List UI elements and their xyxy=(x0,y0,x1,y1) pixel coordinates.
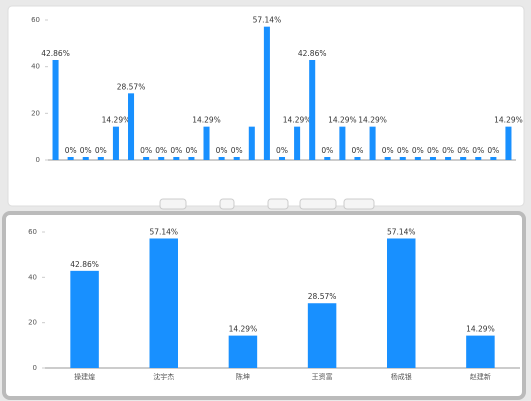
bar xyxy=(384,157,391,160)
value-label: 0% xyxy=(80,146,92,155)
bar xyxy=(52,59,59,160)
value-label: 0% xyxy=(140,146,152,155)
bar xyxy=(82,157,89,160)
bar xyxy=(203,126,210,160)
button[interactable] xyxy=(159,198,187,210)
bar xyxy=(128,93,135,160)
y-tick-label: 0 xyxy=(36,156,40,164)
value-label: 0% xyxy=(155,146,167,155)
bar xyxy=(112,126,119,160)
bar xyxy=(309,59,316,160)
value-label: 0% xyxy=(185,146,197,155)
value-label: 14.29% xyxy=(283,116,312,125)
bar xyxy=(233,157,240,160)
value-label: 0% xyxy=(427,146,439,155)
value-label: 0% xyxy=(276,146,288,155)
value-label: 28.57% xyxy=(308,292,337,301)
value-label: 42.86% xyxy=(70,260,99,269)
x-tick-label: 赵建新 xyxy=(470,372,491,381)
bar xyxy=(369,126,376,160)
value-label: 14.29% xyxy=(102,116,131,125)
value-label: 0% xyxy=(442,146,454,155)
value-label: 0% xyxy=(472,146,484,155)
bar xyxy=(97,157,104,160)
bar xyxy=(67,157,74,160)
value-label: 0% xyxy=(321,146,333,155)
bar xyxy=(387,238,416,368)
value-label: 28.57% xyxy=(117,82,146,91)
value-label: 0% xyxy=(216,146,228,155)
bar xyxy=(248,126,255,160)
bar xyxy=(218,157,225,160)
value-label: 57.14% xyxy=(387,227,416,236)
bar xyxy=(399,157,406,160)
value-label: 0% xyxy=(170,146,182,155)
bar xyxy=(505,126,512,160)
bar xyxy=(263,26,270,160)
bar xyxy=(158,157,165,160)
bar xyxy=(339,126,346,160)
value-label: 0% xyxy=(412,146,424,155)
value-label: 14.29% xyxy=(328,116,357,125)
bar xyxy=(354,157,361,160)
value-label: 14.29% xyxy=(229,325,258,334)
value-label: 14.29% xyxy=(358,116,387,125)
x-tick-label: 沈宇杰 xyxy=(153,372,174,381)
value-label: 0% xyxy=(457,146,469,155)
value-label: 0% xyxy=(65,146,77,155)
value-label: 42.86% xyxy=(298,49,327,58)
y-tick-label: 20 xyxy=(28,319,37,327)
button[interactable] xyxy=(267,198,289,210)
bar xyxy=(475,157,482,160)
bar xyxy=(414,157,421,160)
value-label: 42.86% xyxy=(41,49,70,58)
x-tick-label: 陈坤 xyxy=(236,372,250,381)
x-tick-label: 操建煌 xyxy=(74,372,95,381)
x-tick-label: 王资富 xyxy=(312,372,333,381)
button[interactable] xyxy=(343,198,375,210)
bar xyxy=(173,157,180,160)
bar xyxy=(324,157,331,160)
x-tick-label: 杨成银 xyxy=(391,372,412,381)
button[interactable] xyxy=(299,198,337,210)
value-label: 0% xyxy=(487,146,499,155)
bar xyxy=(70,270,99,368)
value-label: 57.14% xyxy=(253,16,282,25)
bar xyxy=(445,157,452,160)
bar xyxy=(149,238,178,368)
bar xyxy=(429,157,436,160)
bar xyxy=(188,157,195,160)
value-label: 57.14% xyxy=(149,227,178,236)
value-label: 14.29% xyxy=(466,325,495,334)
y-tick-label: 40 xyxy=(28,273,37,281)
bar xyxy=(466,335,495,368)
value-label: 0% xyxy=(397,146,409,155)
button[interactable] xyxy=(219,198,235,210)
bar xyxy=(143,157,150,160)
value-label: 14.29% xyxy=(494,116,523,125)
bar xyxy=(490,157,497,160)
value-label: 0% xyxy=(231,146,243,155)
bar xyxy=(460,157,467,160)
y-tick-label: 0 xyxy=(33,364,37,372)
bar xyxy=(307,303,337,368)
bar xyxy=(278,157,286,160)
y-tick-label: 60 xyxy=(31,16,40,24)
toolbar xyxy=(159,198,375,210)
value-label: 0% xyxy=(352,146,364,155)
value-label: 0% xyxy=(382,146,394,155)
y-tick-label: 20 xyxy=(31,109,40,117)
bar xyxy=(228,335,258,368)
bar xyxy=(294,126,301,160)
y-tick-label: 60 xyxy=(28,228,37,236)
value-label: 0% xyxy=(95,146,107,155)
value-label: 14.29% xyxy=(192,116,221,125)
y-tick-label: 40 xyxy=(31,63,40,71)
